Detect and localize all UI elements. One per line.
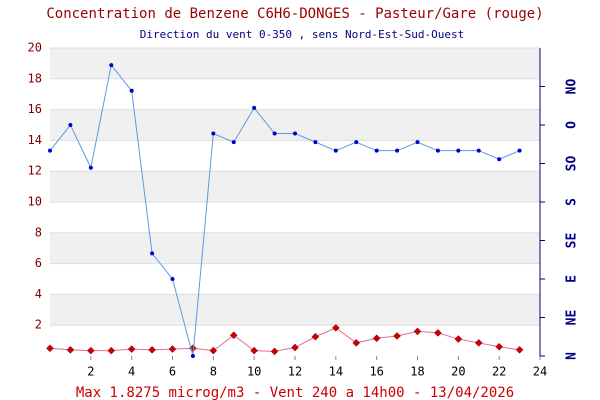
band: [50, 48, 540, 79]
data-point: [395, 148, 400, 153]
x-tick-label: 4: [128, 365, 135, 379]
data-point: [46, 344, 54, 353]
data-point: [515, 345, 524, 354]
x-tick-label: 10: [247, 365, 261, 379]
y-tick-label: 4: [35, 287, 42, 301]
data-point: [127, 345, 136, 353]
series-line: [49, 63, 520, 357]
x-tick-label: 22: [492, 365, 506, 379]
band: [50, 294, 540, 326]
data-point: [354, 140, 359, 145]
x-tick-label: 12: [288, 365, 302, 379]
y-tick-label: 16: [28, 102, 42, 116]
data-point: [109, 63, 114, 68]
x-tick-label: 20: [451, 365, 465, 379]
data-point: [313, 140, 318, 145]
y2-tick-label: N: [565, 352, 580, 360]
data-point: [476, 148, 481, 153]
series-line: [49, 327, 520, 352]
y2-tick-label: SE: [565, 233, 580, 249]
y-tick-label: 18: [28, 71, 42, 85]
data-point: [435, 148, 440, 153]
x-tick-label: 8: [210, 365, 217, 379]
data-point: [291, 343, 299, 352]
data-point: [66, 345, 75, 354]
data-point: [333, 148, 338, 153]
data-point: [331, 324, 340, 332]
data-point: [374, 148, 379, 153]
data-point: [170, 277, 175, 281]
data-point: [229, 331, 238, 340]
y2-tick-label: SO: [565, 156, 580, 172]
data-point: [231, 140, 236, 145]
data-point: [474, 339, 483, 347]
y-tick-label: 14: [28, 133, 42, 147]
y-tick-label: 6: [35, 256, 42, 270]
data-point: [150, 251, 155, 256]
band: [50, 171, 540, 202]
data-point: [517, 148, 522, 153]
y-tick-label: 20: [28, 41, 42, 55]
data-point: [434, 329, 442, 337]
data-point: [107, 346, 116, 355]
chart-title: Concentration de Benzene C6H6-DONGES - P…: [46, 6, 543, 22]
data-point: [454, 335, 463, 343]
data-point: [250, 346, 259, 355]
band: [50, 109, 540, 141]
data-point: [88, 165, 93, 170]
chart-subtitle: Direction du vent 0-350 , sens Nord-Est-…: [140, 28, 465, 41]
data-point: [393, 332, 401, 340]
x-tick-label: 18: [410, 365, 424, 379]
x-tick-label: 24: [533, 365, 547, 379]
y-tick-label: 12: [28, 164, 42, 178]
y2-tick-label: O: [565, 121, 580, 129]
data-point: [129, 88, 134, 93]
data-point: [209, 346, 218, 355]
data-point: [168, 345, 177, 353]
y2-tick-label: NE: [565, 310, 580, 326]
data-point: [148, 345, 156, 354]
x-tick-label: 6: [169, 365, 176, 379]
data-point: [272, 131, 277, 136]
data-point: [495, 342, 504, 351]
x-tick-label: 2: [87, 365, 94, 379]
x-tick-label: 16: [369, 365, 383, 379]
data-point: [252, 105, 257, 110]
x-tick-label: 14: [329, 365, 343, 379]
data-point: [456, 148, 461, 153]
data-point: [352, 339, 361, 347]
data-point: [372, 334, 381, 343]
y2-tick-label: NO: [565, 79, 580, 95]
data-point: [211, 131, 216, 136]
y-tick-label: 8: [35, 225, 42, 239]
y-tick-label: 2: [35, 318, 42, 332]
data-point: [413, 327, 422, 336]
data-point: [48, 148, 52, 153]
data-point: [311, 332, 320, 341]
data-point: [190, 354, 195, 358]
data-point: [293, 131, 297, 136]
data-point: [497, 157, 502, 162]
y2-tick-label: E: [565, 275, 580, 283]
data-point: [415, 140, 420, 145]
chart-footer: Max 1.8275 microg/m3 - Vent 240 a 14h00 …: [76, 385, 514, 400]
data-point: [68, 123, 73, 127]
data-point: [270, 347, 279, 356]
data-point: [86, 346, 95, 355]
y2-tick-label: S: [565, 198, 580, 206]
y-tick-label: 10: [28, 195, 42, 209]
band: [50, 232, 540, 264]
